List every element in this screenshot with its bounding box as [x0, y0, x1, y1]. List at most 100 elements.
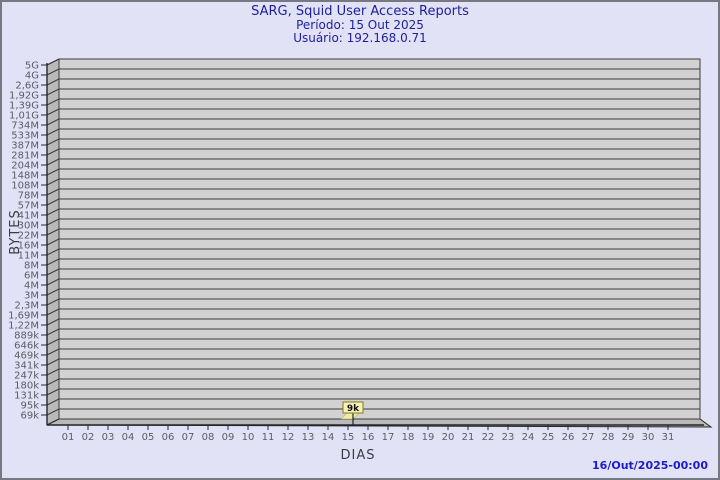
y-tick-label: 108M	[11, 181, 39, 192]
x-tick-label: 07	[182, 432, 195, 443]
chart-title: SARG, Squid User Access Reports	[251, 4, 469, 19]
x-tick-label: 13	[302, 432, 315, 443]
wall-grid-slash	[46, 58, 60, 66]
data-value-flag	[342, 401, 364, 414]
wall-grid-slash	[46, 188, 60, 196]
x-tick-label: 09	[222, 432, 235, 443]
x-tick-label: 12	[282, 432, 295, 443]
y-tick-label: 3M	[24, 291, 39, 302]
wall-grid-slash	[46, 68, 60, 76]
chart-header: SARG, Squid User Access Reports Período:…	[2, 5, 718, 45]
x-tick-label: 28	[602, 432, 615, 443]
x-tick-label: 18	[402, 432, 415, 443]
y-tick-label: 11M	[18, 251, 39, 262]
wall-grid-slash	[46, 298, 60, 306]
wall-grid-slash	[46, 108, 60, 116]
y-tick-label: 247k	[14, 371, 39, 382]
wall-grid-slash	[46, 78, 60, 86]
wall-grid-slash	[46, 228, 60, 236]
y-tick-label: 1,92G	[9, 91, 39, 102]
y-tick-label: 1,22M	[8, 321, 39, 332]
wall-grid-slash	[46, 388, 60, 396]
x-tick-label: 25	[542, 432, 555, 443]
wall-grid-slash	[46, 308, 60, 316]
y-tick-label: 6M	[24, 271, 39, 282]
bottom-wall-3d	[46, 418, 713, 428]
x-tick-label: 30	[642, 432, 655, 443]
x-tick-label: 20	[442, 432, 455, 443]
y-tick-label: 341k	[14, 361, 39, 372]
wall-grid-slash	[46, 278, 60, 286]
wall-grid-slash	[46, 238, 60, 246]
wall-grid-slash	[46, 148, 60, 156]
x-tick-label: 24	[522, 432, 535, 443]
wall-grid-slash	[46, 368, 60, 376]
chart-subtitle-user: Usuário: 192.168.0.71	[293, 31, 427, 45]
x-tick-label: 06	[162, 432, 175, 443]
y-tick-label: 131k	[14, 391, 39, 402]
x-tick-label: 05	[142, 432, 155, 443]
y-tick-label: 57M	[18, 201, 39, 212]
y-tick-label: 387M	[11, 141, 39, 152]
report-timestamp: 16/Out/2025-00:00	[592, 459, 708, 472]
y-tick-label: 281M	[11, 151, 39, 162]
wall-grid-slash	[46, 288, 60, 296]
wall-grid-slash	[46, 118, 60, 126]
y-tick-label: 78M	[18, 191, 39, 202]
y-tick-label: 4M	[24, 281, 39, 292]
wall-grid-slash	[46, 88, 60, 96]
y-tick-label: 533M	[11, 131, 39, 142]
x-tick-label: 15	[342, 432, 355, 443]
wall-grid-slash	[46, 208, 60, 216]
x-tick-label: 21	[462, 432, 475, 443]
y-tick-label: 5G	[25, 61, 39, 72]
x-tick-label: 01	[62, 432, 75, 443]
x-tick-label: 04	[122, 432, 135, 443]
y-tick-label: 1,39G	[9, 101, 39, 112]
y-tick-label: 2,3M	[14, 301, 39, 312]
wall-grid-slash	[46, 318, 60, 326]
y-tick-label: 16M	[18, 241, 39, 252]
wall-grid-slash	[46, 348, 60, 356]
wall-grid-slash	[46, 398, 60, 406]
y-tick-label: 4G	[25, 71, 39, 82]
y-tick-label: 69k	[20, 411, 39, 422]
x-tick-label: 19	[422, 432, 435, 443]
y-tick-label: 2,6G	[15, 81, 39, 92]
x-tick-label: 14	[322, 432, 335, 443]
x-tick-label: 22	[482, 432, 495, 443]
x-tick-label: 17	[382, 432, 395, 443]
wall-grid-slash	[46, 128, 60, 136]
y-tick-label: 148M	[11, 171, 39, 182]
x-axis-title: DIAS	[340, 448, 376, 463]
chart-subtitle-period: Período: 15 Out 2025	[296, 18, 424, 32]
y-tick-label: 734M	[11, 121, 39, 132]
wall-grid-slash	[46, 168, 60, 176]
wall-grid-slash	[46, 358, 60, 366]
y-axis-title: BYTES	[8, 209, 23, 255]
wall-grid-slash	[46, 198, 60, 206]
y-tick-label: 1,01G	[9, 111, 39, 122]
wall-grid-slash	[46, 328, 60, 336]
wall-grid-slash	[46, 178, 60, 186]
x-tick-label: 26	[562, 432, 575, 443]
x-tick-label: 23	[502, 432, 515, 443]
y-tick-label: 22M	[18, 231, 39, 242]
wall-grid-slash	[46, 158, 60, 166]
x-tick-label: 29	[622, 432, 635, 443]
y-tick-label: 469k	[14, 351, 39, 362]
x-tick-label: 02	[82, 432, 95, 443]
x-tick-label: 31	[662, 432, 675, 443]
wall-grid-slash	[46, 218, 60, 226]
x-tick-label: 11	[262, 432, 275, 443]
y-tick-label: 889k	[14, 331, 39, 342]
wall-grid-slash	[46, 338, 60, 346]
wall-grid-slash	[46, 408, 60, 416]
wall-grid-slash	[46, 138, 60, 146]
y-tick-label: 204M	[11, 161, 39, 172]
wall-grid-slash	[46, 378, 60, 386]
y-tick-label: 1,69M	[8, 311, 39, 322]
wall-grid-slash	[46, 258, 60, 266]
x-tick-label: 03	[102, 432, 115, 443]
